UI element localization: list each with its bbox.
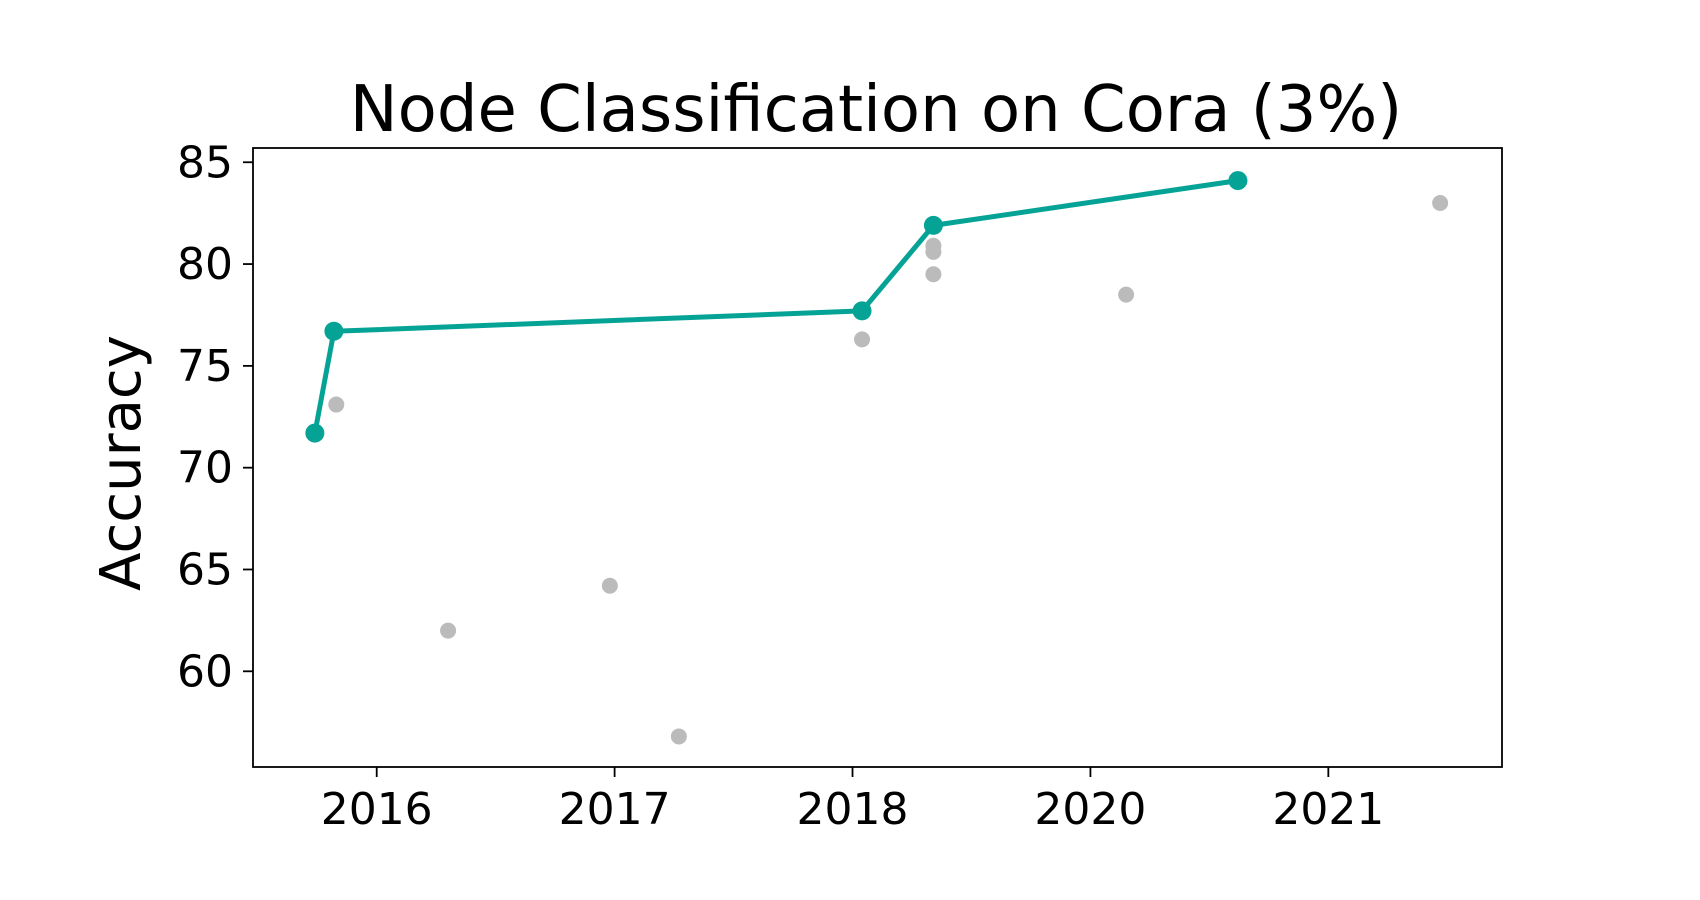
scatter-point [1432,194,1449,211]
y-tick-label: 60 [177,646,233,697]
x-axis-ticks: 2016 2017 2018 2020 2021 [321,767,1384,835]
scatter-point [670,728,687,745]
plot-marks [305,171,1449,745]
scatter-point [854,331,871,348]
y-axis-label: Accuracy [89,335,154,591]
plot-frame [252,147,1503,768]
y-tick-label: 65 [177,544,233,595]
sota-point [923,215,943,235]
x-tick-label: 2018 [797,784,909,835]
scatter-point [925,266,942,283]
sota-point [852,301,872,321]
y-tick-label: 70 [177,443,233,494]
y-tick-label: 85 [177,137,233,188]
x-tick-label: 2021 [1272,784,1384,835]
sota-point [1228,171,1248,191]
y-axis-ticks: 60 65 70 75 80 85 [177,137,253,697]
x-tick-label: 2020 [1034,784,1146,835]
sota-point [305,423,325,443]
scatter-point [601,577,618,594]
scatter-point [925,243,942,260]
y-tick-label: 80 [177,239,233,290]
sota-point [324,321,344,341]
scatter-point [1118,286,1135,303]
scatter-point [328,396,345,413]
x-tick-label: 2016 [321,784,433,835]
chart-title: Node Classification on Cora (3%) [350,73,1402,147]
y-tick-label: 75 [177,341,233,392]
scatter-point [440,622,457,639]
x-tick-label: 2017 [559,784,671,835]
